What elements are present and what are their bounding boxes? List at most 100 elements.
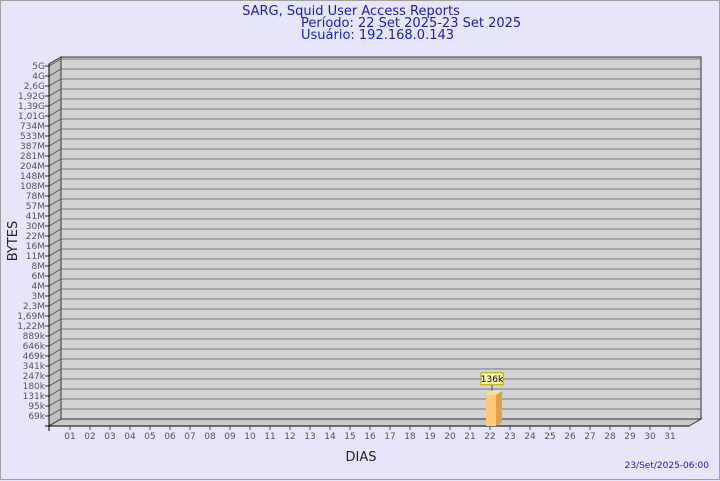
x-tick-label: 06: [164, 432, 176, 442]
x-tick-label: 05: [144, 432, 155, 442]
y-tick-label: 180k: [23, 382, 46, 392]
y-tick-label: 1,22M: [17, 322, 45, 332]
data-label: 136k: [481, 375, 504, 385]
x-tick-label: 04: [124, 432, 136, 442]
x-tick-label: 25: [544, 432, 555, 442]
wall-gridline: [48, 308, 62, 317]
wall-gridline: [48, 398, 62, 407]
x-tick-label: 26: [564, 432, 576, 442]
x-tick-label: 03: [104, 432, 115, 442]
x-tick-label: 31: [664, 432, 675, 442]
wall-gridline: [48, 118, 62, 127]
y-tick-label: 8M: [32, 262, 46, 272]
y-tick-label: 533M: [20, 132, 45, 142]
x-tick-label: 14: [324, 432, 336, 442]
x-tick-label: 10: [244, 432, 256, 442]
y-tick-label: 646k: [23, 342, 46, 352]
wall-gridline: [48, 208, 62, 217]
y-tick-label: 247k: [23, 372, 46, 382]
chart-period: Período: 22 Set 2025-23 Set 2025: [301, 16, 522, 31]
y-tick-label: 11M: [26, 252, 45, 262]
x-tick-label: 01: [64, 432, 75, 442]
x-tick-label: 30: [644, 432, 656, 442]
wall-gridline: [48, 218, 62, 227]
x-tick-label: 16: [364, 432, 376, 442]
x-tick-label: 09: [224, 432, 236, 442]
wall-gridline: [48, 78, 62, 87]
wall-gridline: [48, 388, 62, 397]
y-tick-label: 4G: [32, 72, 45, 82]
x-tick-label: 12: [284, 432, 295, 442]
wall-gridline: [48, 108, 62, 117]
x-tick-label: 23: [504, 432, 515, 442]
y-tick-label: 30M: [26, 222, 45, 232]
wall-gridline: [48, 198, 62, 207]
back-panel: [60, 56, 702, 420]
y-tick-label: 131k: [23, 392, 46, 402]
y-tick-label: 41M: [26, 212, 45, 222]
x-tick-label: 24: [524, 432, 536, 442]
x-tick-label: 21: [464, 432, 475, 442]
x-tick-label: 19: [424, 432, 436, 442]
wall-gridline: [48, 178, 62, 187]
wall-gridline: [48, 68, 62, 77]
x-tick-label: 29: [624, 432, 636, 442]
x-tick-label: 22: [484, 432, 495, 442]
wall-gridline: [48, 138, 62, 147]
wall-gridline: [48, 168, 62, 177]
y-tick-label: 148M: [20, 172, 45, 182]
y-tick-label: 3M: [32, 292, 46, 302]
y-tick-label: 341k: [23, 362, 46, 372]
y-tick-label: 16M: [26, 242, 45, 252]
x-tick-label: 02: [84, 432, 95, 442]
x-tick-label: 11: [264, 432, 275, 442]
data-label-box: [480, 372, 504, 386]
y-tick-label: 1,69M: [17, 312, 45, 322]
y-axis-label: BYTES: [6, 221, 21, 262]
x-tick-label: 07: [184, 432, 195, 442]
y-tick-label: 78M: [26, 192, 45, 202]
x-tick-label: 15: [344, 432, 355, 442]
y-tick-label: 889k: [23, 332, 46, 342]
x-tick-label: 27: [584, 432, 595, 442]
chart-user: Usuário: 192.168.0.143: [301, 28, 455, 43]
x-axis-label: DIAS: [346, 450, 377, 465]
wall-gridline: [48, 228, 62, 237]
y-tick-label: 108M: [20, 182, 45, 192]
x-tick-label: 28: [604, 432, 616, 442]
y-tick-label: 1,39G: [18, 102, 45, 112]
wall-gridline: [48, 58, 62, 67]
wall-gridline: [48, 258, 62, 267]
y-tick-label: 2,6G: [24, 82, 45, 92]
wall-gridline: [48, 148, 62, 157]
chart-title: SARG, Squid User Access Reports: [242, 4, 460, 19]
x-tick-label: 08: [204, 432, 216, 442]
wall-gridline: [48, 158, 62, 167]
wall-gridline: [48, 338, 62, 347]
wall-gridline: [48, 348, 62, 357]
wall-gridline: [48, 128, 62, 137]
wall-gridline: [48, 238, 62, 247]
wall-gridline: [48, 368, 62, 377]
bar-side: [496, 390, 502, 426]
wall-gridline: [48, 98, 62, 107]
wall-gridline: [48, 378, 62, 387]
x-tick-label: 17: [384, 432, 395, 442]
wall-gridline: [48, 268, 62, 277]
y-tick-label: 95k: [28, 402, 45, 412]
bar: [486, 394, 496, 426]
y-tick-label: 734M: [20, 122, 45, 132]
wall-gridline: [48, 328, 62, 337]
bar-top: [486, 390, 502, 395]
y-tick-label: 469k: [23, 352, 46, 362]
wall-gridline: [48, 188, 62, 197]
wall-gridline: [48, 408, 62, 417]
y-tick-label: 1,92G: [18, 92, 45, 102]
y-tick-label: 2,3M: [23, 302, 45, 312]
x-tick-label: 20: [444, 432, 456, 442]
y-tick-label: 387M: [20, 142, 45, 152]
wall-gridline: [48, 278, 62, 287]
y-tick-label: 6M: [32, 272, 46, 282]
